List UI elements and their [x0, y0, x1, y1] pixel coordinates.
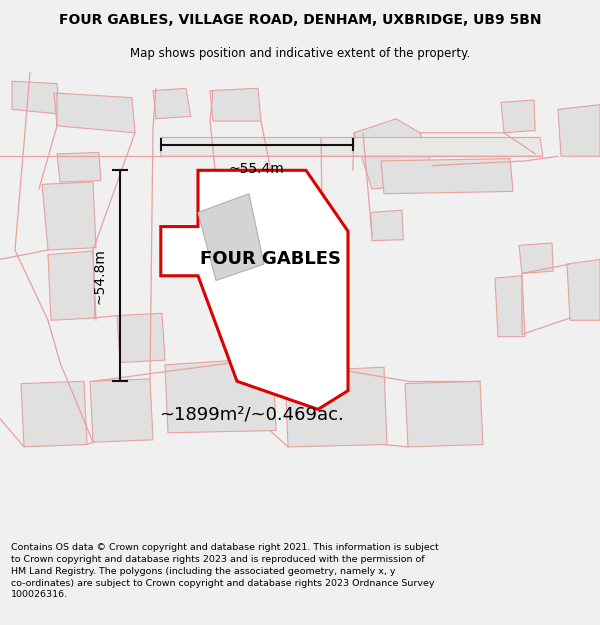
Polygon shape [117, 313, 165, 362]
Polygon shape [57, 152, 101, 182]
Polygon shape [519, 243, 553, 274]
Text: ~54.8m: ~54.8m [93, 248, 107, 304]
Text: Map shows position and indicative extent of the property.: Map shows position and indicative extent… [130, 48, 470, 61]
Text: FOUR GABLES: FOUR GABLES [199, 251, 341, 268]
Polygon shape [153, 88, 191, 119]
Polygon shape [198, 194, 264, 281]
Polygon shape [161, 170, 348, 409]
Polygon shape [161, 138, 543, 156]
Polygon shape [42, 182, 96, 250]
Polygon shape [210, 88, 261, 121]
Polygon shape [501, 100, 535, 132]
Polygon shape [381, 159, 513, 194]
Polygon shape [12, 81, 60, 114]
Polygon shape [21, 381, 87, 447]
Polygon shape [285, 367, 387, 447]
Text: Contains OS data © Crown copyright and database right 2021. This information is : Contains OS data © Crown copyright and d… [11, 543, 439, 599]
Text: ~55.4m: ~55.4m [229, 162, 284, 176]
Text: FOUR GABLES, VILLAGE ROAD, DENHAM, UXBRIDGE, UB9 5BN: FOUR GABLES, VILLAGE ROAD, DENHAM, UXBRI… [59, 13, 541, 27]
Polygon shape [558, 104, 600, 156]
Polygon shape [54, 93, 135, 132]
Polygon shape [371, 210, 403, 241]
Polygon shape [90, 379, 153, 442]
Text: ~1899m²/~0.469ac.: ~1899m²/~0.469ac. [159, 405, 344, 423]
Polygon shape [48, 251, 95, 320]
Polygon shape [495, 276, 525, 337]
Polygon shape [567, 259, 600, 320]
Polygon shape [354, 119, 432, 189]
Polygon shape [405, 381, 483, 447]
Polygon shape [165, 357, 276, 432]
